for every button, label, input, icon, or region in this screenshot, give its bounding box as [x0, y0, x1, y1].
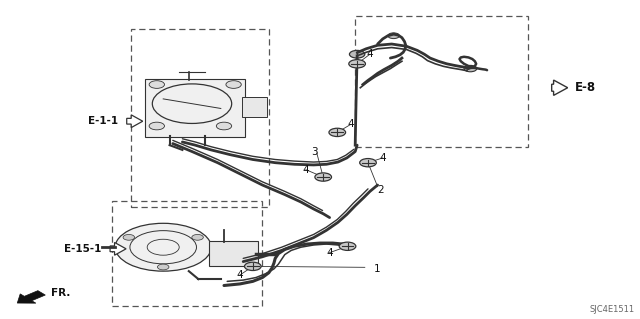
- Text: 4: 4: [367, 49, 373, 59]
- FancyArrow shape: [110, 242, 126, 255]
- Circle shape: [157, 264, 169, 270]
- Circle shape: [226, 81, 241, 88]
- Text: 4: 4: [303, 165, 309, 175]
- Circle shape: [339, 242, 356, 250]
- Text: SJC4E1511: SJC4E1511: [589, 305, 635, 314]
- Circle shape: [216, 122, 232, 130]
- Circle shape: [388, 33, 399, 39]
- Bar: [355, 16, 528, 147]
- Text: E-8: E-8: [575, 81, 596, 94]
- Circle shape: [315, 173, 332, 181]
- Text: 4: 4: [348, 119, 354, 130]
- Circle shape: [149, 122, 164, 130]
- FancyArrow shape: [127, 115, 143, 128]
- Circle shape: [115, 223, 211, 271]
- Circle shape: [349, 50, 365, 58]
- Text: 1: 1: [374, 263, 381, 274]
- Text: 2: 2: [378, 185, 384, 195]
- FancyBboxPatch shape: [242, 97, 267, 117]
- Circle shape: [464, 65, 477, 72]
- Bar: [112, 201, 262, 306]
- Circle shape: [360, 159, 376, 167]
- Circle shape: [349, 60, 365, 68]
- Text: FR.: FR.: [51, 288, 70, 298]
- Text: 4: 4: [237, 270, 243, 280]
- Bar: [131, 29, 269, 207]
- FancyBboxPatch shape: [209, 241, 258, 266]
- Text: 4: 4: [326, 248, 333, 258]
- Text: 4: 4: [380, 153, 386, 163]
- Circle shape: [149, 81, 164, 88]
- Circle shape: [192, 234, 204, 240]
- FancyArrow shape: [552, 80, 568, 95]
- Circle shape: [123, 234, 134, 240]
- Circle shape: [244, 262, 261, 271]
- Circle shape: [329, 128, 346, 137]
- Text: 3: 3: [312, 146, 318, 157]
- Text: E-15-1: E-15-1: [64, 244, 101, 254]
- Text: E-1-1: E-1-1: [88, 116, 118, 126]
- FancyBboxPatch shape: [145, 79, 245, 137]
- FancyArrow shape: [17, 291, 45, 303]
